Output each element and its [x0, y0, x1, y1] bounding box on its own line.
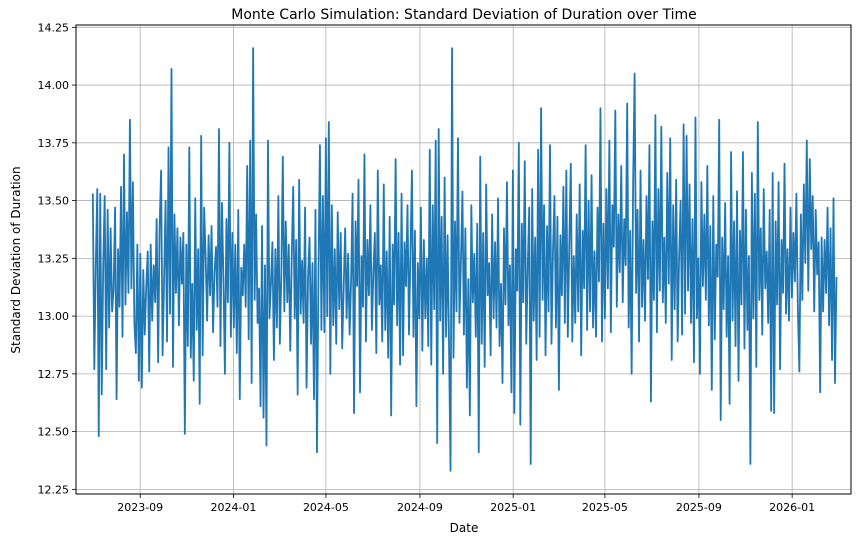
x-axis: 2023-09 2024-01 2024-05 2024-09 2025-01 2025-… [117, 494, 815, 514]
y-tick-label: 13.50 [38, 195, 70, 208]
y-axis: 12.25 12.50 12.75 13.00 13.25 13.50 13.75 14.00… [38, 21, 76, 496]
x-tick-label: 2025-09 [676, 501, 722, 514]
x-axis-label: Date [450, 521, 479, 535]
y-tick-label: 14.00 [38, 79, 70, 92]
y-tick-label: 13.00 [38, 310, 70, 323]
series-layer [91, 47, 838, 472]
y-tick-label: 13.25 [38, 252, 70, 265]
x-tick-label: 2023-09 [117, 501, 163, 514]
chart-title: Monte Carlo Simulation: Standard Deviati… [231, 7, 697, 23]
x-tick-label: 2025-01 [490, 501, 536, 514]
x-tick-label: 2024-09 [397, 501, 443, 514]
y-axis-label: Standard Deviation of Duration [9, 166, 23, 353]
x-tick-label: 2025-05 [582, 501, 628, 514]
x-tick-label: 2024-01 [210, 501, 256, 514]
plot-area-frame [75, 24, 852, 495]
y-tick-label: 12.25 [38, 483, 70, 496]
x-tick-label: 2026-01 [769, 501, 815, 514]
y-tick-label: 14.25 [38, 21, 70, 34]
series-line [91, 47, 838, 472]
x-tick-label: 2024-05 [303, 501, 349, 514]
y-tick-label: 12.50 [38, 426, 70, 439]
y-tick-label: 12.75 [38, 368, 70, 381]
y-tick-label: 13.75 [38, 137, 70, 150]
